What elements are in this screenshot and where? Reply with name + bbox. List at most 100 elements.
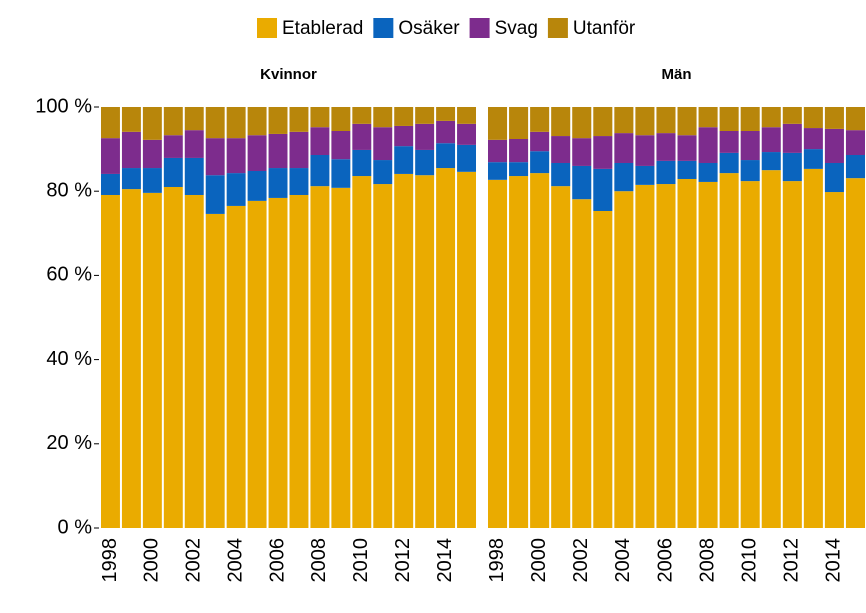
bar-segment: [530, 151, 550, 174]
bar-segment: [635, 184, 655, 528]
bar-segment: [184, 107, 204, 131]
bar-segment: [635, 135, 655, 166]
bar-segment: [142, 168, 162, 193]
x-tick-label: 2000: [141, 538, 163, 583]
bar-segment: [436, 143, 456, 169]
bar-segment: [803, 107, 823, 129]
bar-segment: [551, 107, 571, 137]
bar-segment: [509, 107, 529, 139]
bar-segment: [656, 160, 676, 185]
bar-segment: [331, 130, 351, 160]
bar-segment: [614, 162, 634, 192]
y-tick-label: 100 %: [35, 95, 92, 117]
bar-segment: [614, 107, 634, 134]
legend-label: Utanför: [573, 18, 636, 39]
bar-segment: [331, 159, 351, 188]
bar-segment: [121, 131, 141, 169]
x-tick-label: 2012: [392, 538, 414, 583]
bar-segment: [268, 168, 288, 198]
bar-segment: [415, 175, 435, 528]
bar-segment: [331, 107, 351, 131]
x-tick-label: 2012: [781, 538, 803, 583]
bar-segment: [635, 165, 655, 185]
bar-segment: [572, 107, 592, 139]
bar-segment: [268, 107, 288, 134]
bar-segment: [488, 179, 508, 528]
x-tick-label: 2014: [823, 538, 845, 583]
y-tick-label: 80 %: [46, 179, 92, 201]
bar-segment: [656, 184, 676, 528]
bar-segment: [457, 107, 476, 124]
x-tick-label: 2006: [266, 538, 288, 583]
bar-segment: [205, 175, 225, 214]
bar-segment: [226, 138, 246, 174]
bar-segment: [782, 181, 802, 528]
bar-segment: [782, 107, 802, 124]
bar-segment: [740, 130, 760, 161]
bar-segment: [551, 186, 571, 528]
bar-segment: [635, 107, 655, 136]
bar-segment: [845, 107, 865, 131]
bar-segment: [551, 136, 571, 163]
bar-segment: [394, 107, 414, 126]
legend-label: Osäker: [398, 18, 460, 39]
x-tick-label: 2002: [570, 538, 592, 583]
x-tick-label: 1998: [486, 538, 508, 583]
bar-segment: [142, 192, 162, 528]
bar-segment: [268, 197, 288, 528]
bar-segment: [310, 107, 330, 128]
bar-segment: [142, 107, 162, 140]
x-tick-label: 2004: [224, 538, 246, 583]
bar-segment: [614, 133, 634, 163]
bar-segment: [677, 160, 697, 179]
bar-segment: [509, 162, 529, 177]
bar-segment: [457, 171, 476, 529]
bar-segment: [572, 165, 592, 200]
bar-segment: [352, 149, 372, 177]
y-tick-label: 0 %: [58, 516, 93, 538]
bar-segment: [824, 192, 844, 529]
bar-segment: [415, 107, 435, 124]
bar-segment: [803, 149, 823, 169]
bar-segment: [247, 200, 267, 528]
bar-segment: [101, 194, 120, 528]
bar-segment: [163, 186, 183, 529]
bar-segment: [719, 107, 739, 131]
bar-segment: [226, 173, 246, 206]
bar-segment: [593, 168, 613, 211]
bar-segment: [698, 162, 718, 182]
bar-segment: [121, 168, 141, 190]
bar-segment: [719, 173, 739, 529]
bar-segment: [415, 149, 435, 176]
bar-segment: [352, 123, 372, 150]
x-tick-label: 1998: [99, 538, 121, 583]
y-tick-label: 20 %: [46, 432, 92, 454]
bar-segment: [740, 181, 760, 528]
legend-swatch: [373, 18, 394, 38]
bar-segment: [457, 144, 476, 172]
bar-segment: [761, 152, 781, 171]
bar-segment: [436, 107, 456, 121]
bar-segment: [824, 107, 844, 129]
bar-segment: [205, 213, 225, 528]
bar-segment: [247, 135, 267, 171]
bar-segment: [803, 168, 823, 528]
bar-segment: [488, 107, 508, 140]
bar-segment: [226, 205, 246, 528]
bar-segment: [394, 146, 414, 174]
bar-segment: [373, 107, 393, 128]
bar-segment: [289, 131, 309, 169]
bar-segment: [373, 160, 393, 185]
bar-segment: [845, 154, 865, 179]
bar-segment: [184, 130, 204, 158]
bar-segment: [373, 184, 393, 528]
bar-segment: [551, 162, 571, 187]
bar-segment: [803, 128, 823, 150]
bar-segment: [289, 168, 309, 195]
x-tick-label: 2000: [528, 538, 550, 583]
bar-segment: [845, 178, 865, 529]
bar-segment: [509, 138, 529, 163]
bar-segment: [310, 154, 330, 187]
x-tick-label: 2002: [183, 538, 205, 583]
bar-segment: [184, 157, 204, 195]
